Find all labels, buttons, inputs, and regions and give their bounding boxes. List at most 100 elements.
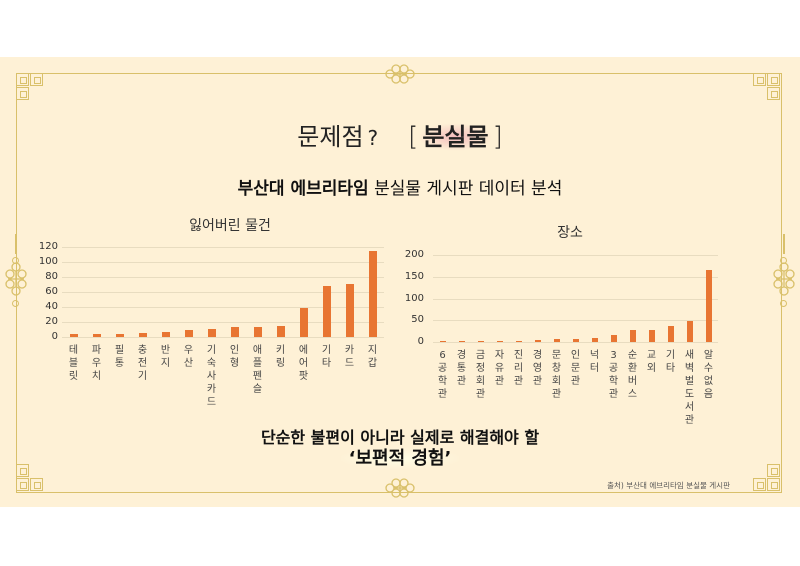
title-question-mark: ?: [367, 126, 379, 150]
bar: [368, 250, 377, 337]
title-highlight: 분실물: [418, 123, 493, 151]
corner-ornament-top-right: [741, 73, 781, 113]
corner-ornament-bottom-left: [16, 452, 56, 492]
bar: [439, 340, 446, 342]
slide-title: 문제점? [분실물]: [0, 117, 800, 152]
side-ornament-line-left: [15, 234, 17, 254]
bar: [322, 286, 331, 337]
x-tick-label: 지갑: [367, 345, 378, 369]
slide: 문제점? [분실물] 부산대 에브리타임 분실물 게시판 데이터 분석 잃어버린 …: [0, 57, 800, 507]
gridline: [433, 298, 718, 300]
bar: [184, 330, 193, 337]
gridline: [433, 320, 718, 322]
bar: [345, 283, 354, 337]
gridline: [62, 292, 384, 293]
x-tick-label: 반지: [160, 345, 171, 369]
gridline: [62, 262, 384, 263]
title-bracket-open: [: [408, 122, 419, 152]
x-tick-label: 인형: [229, 345, 240, 369]
bar: [138, 332, 147, 337]
x-tick-label: 자유관: [494, 350, 505, 387]
bar: [629, 330, 636, 342]
knot-ornament-right-icon: [773, 262, 795, 296]
x-tick-label: 키링: [275, 345, 286, 369]
side-ornament-ring-right-bottom: [780, 300, 787, 307]
bar: [92, 334, 101, 337]
knot-ornament-left-icon: [5, 262, 27, 296]
gridline: [62, 247, 384, 248]
x-tick-label: 경통관: [456, 350, 467, 387]
corner-ornament-bottom-right: [741, 452, 781, 492]
y-tick-label: 40: [45, 301, 58, 312]
conclusion-line-1: 단순한 불편이 아니라 실제로 해결해야 할: [260, 428, 540, 447]
bar: [648, 329, 655, 342]
bar: [667, 325, 674, 342]
slide-subtitle: 부산대 에브리타임 분실물 게시판 데이터 분석: [0, 174, 800, 199]
y-tick-label: 150: [404, 270, 424, 282]
knot-ornament-bottom-icon: [385, 478, 415, 498]
knot-ornament-top-icon: [385, 64, 415, 84]
chart-title: 장소: [557, 225, 583, 241]
y-tick-label: 50: [411, 314, 424, 326]
bar: [230, 327, 239, 337]
gridline: [62, 337, 384, 338]
bar: [253, 326, 262, 337]
title-prefix: 문제점: [297, 123, 364, 151]
y-tick-label: 60: [45, 286, 58, 297]
bar: [161, 331, 170, 337]
bar: [553, 338, 560, 342]
y-tick-label: 0: [51, 331, 58, 342]
x-tick-label: 애플펜슬: [252, 345, 263, 395]
gridline: [62, 322, 384, 323]
x-tick-label: 기타: [321, 345, 332, 369]
y-tick-label: 20: [45, 316, 58, 327]
x-tick-label: 우산: [183, 345, 194, 369]
x-tick-label: 금정회관: [475, 350, 486, 400]
y-tick-label: 120: [38, 241, 58, 252]
x-tick-label: 문창회관: [551, 350, 562, 400]
bar: [572, 338, 579, 342]
bar: [686, 321, 693, 342]
subtitle-rest: 분실물 게시판 데이터 분석: [368, 179, 563, 199]
x-tick-label: 에어팟: [298, 345, 309, 382]
x-tick-label: 기타: [665, 350, 676, 374]
bar: [534, 340, 541, 342]
x-tick-label: 순환버스: [627, 350, 638, 400]
title-bracket-close: ]: [492, 122, 503, 152]
subtitle-bold: 부산대 에브리타임: [237, 179, 369, 199]
bar: [207, 328, 216, 337]
y-tick-label: 0: [417, 336, 424, 347]
source-note: 출처) 부산대 에브리타임 분실물 게시판: [607, 481, 730, 490]
side-ornament-line-right: [783, 234, 785, 254]
bar: [477, 340, 484, 342]
x-tick-label: 교외: [646, 350, 657, 374]
gridline: [62, 307, 384, 308]
bar: [299, 307, 308, 337]
x-tick-label: 인문관: [570, 350, 581, 387]
x-tick-label: 3공학관: [608, 350, 619, 400]
x-tick-label: 알수없음: [703, 350, 714, 400]
bar: [496, 340, 503, 342]
bar: [610, 335, 617, 342]
gridline: [433, 342, 718, 343]
conclusion-line-2: ‘보편적 경험’: [0, 444, 800, 470]
y-tick-label: 200: [404, 249, 424, 260]
x-tick-label: 6공학관: [437, 350, 448, 400]
x-tick-label: 새벽벌도서관: [684, 350, 695, 426]
x-tick-label: 기숙사카드: [206, 345, 217, 408]
x-tick-label: 넉터: [589, 350, 600, 374]
bar: [515, 340, 522, 342]
x-tick-label: 테블릿: [68, 345, 79, 382]
x-tick-label: 진리관: [513, 350, 524, 387]
gridline: [433, 255, 718, 256]
bar: [591, 338, 598, 342]
corner-ornament-top-left: [16, 73, 56, 113]
x-tick-label: 카드: [344, 345, 355, 369]
bar: [276, 325, 285, 337]
conclusion-emphasis: ‘보편적 경험’: [340, 448, 460, 469]
gridline: [433, 276, 718, 278]
y-tick-label: 100: [38, 256, 58, 267]
y-tick-label: 100: [404, 292, 424, 304]
x-tick-label: 충전기: [137, 345, 148, 382]
x-tick-label: 경영관: [532, 350, 543, 387]
